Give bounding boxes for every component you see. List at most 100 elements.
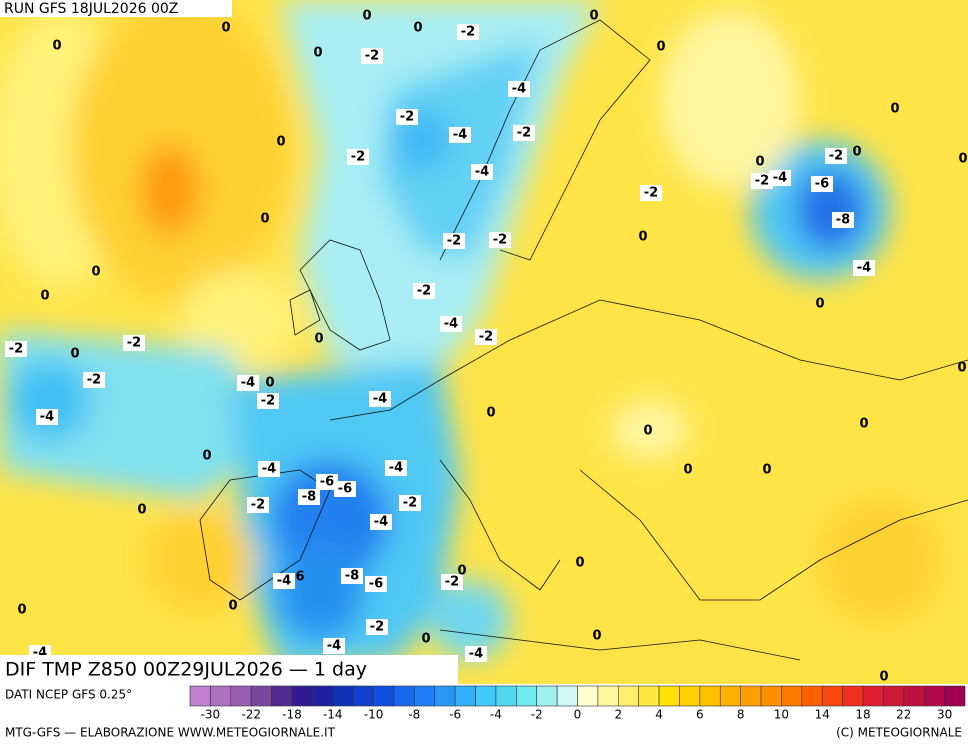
colorbar-swatch: [903, 685, 925, 707]
colorbar-label: 10: [774, 708, 789, 722]
label-box: [825, 148, 847, 164]
label-box: [258, 461, 280, 477]
contour-label: -4: [262, 462, 276, 477]
contour-label: 0: [815, 297, 824, 312]
contour-label: 0: [70, 347, 79, 362]
contour-label: -6: [815, 177, 829, 192]
label-box: [811, 176, 833, 192]
label-box: [640, 185, 662, 201]
colorbar-label: -4: [490, 708, 502, 722]
contour-label: -4: [475, 165, 489, 180]
contour-label: 0: [890, 102, 899, 117]
contour-label: 0: [137, 503, 146, 518]
colorbar-swatch: [475, 685, 497, 707]
contour-label: 0: [276, 135, 285, 150]
label-box: [399, 495, 421, 511]
contour-label: 0: [575, 556, 584, 571]
label-box: [449, 127, 471, 143]
contour-label: -4: [453, 128, 467, 143]
colorbar-swatch: [760, 685, 782, 707]
contour-label: -4: [277, 574, 291, 589]
contour-label: 0: [202, 449, 211, 464]
colorbar-swatch: [577, 685, 599, 707]
contour-label: 0: [592, 629, 601, 644]
contour-label: 0: [683, 463, 692, 478]
contour-label: 0: [656, 40, 665, 55]
colorbar-swatch: [801, 685, 823, 707]
contour-label: -4: [389, 461, 403, 476]
label-box: [370, 514, 392, 530]
label-box: [341, 568, 363, 584]
copyright: (C) METEOGIORNALE: [836, 726, 962, 740]
contour-label: 0: [314, 332, 323, 347]
colorbar-label: 8: [737, 708, 745, 722]
contour-label: -2: [445, 575, 459, 590]
contour-label: -4: [373, 392, 387, 407]
label-box: [457, 24, 479, 40]
colorbar-swatch: [883, 685, 905, 707]
colorbar-label: 22: [896, 708, 911, 722]
contour-label: -2: [403, 496, 417, 511]
label-box: [365, 576, 387, 592]
contour-label: 0: [589, 9, 598, 24]
colorbar-swatch: [271, 685, 293, 707]
contour-label: -2: [400, 110, 414, 125]
contour-label: 0: [228, 599, 237, 614]
colorbar-label: -6: [449, 708, 461, 722]
contour-label: -2: [370, 620, 384, 635]
contour-label: 0: [260, 212, 269, 227]
colorbar-swatch: [373, 685, 395, 707]
contour-label: 0: [457, 564, 466, 579]
contour-label: -2: [87, 373, 101, 388]
label-box: [273, 573, 295, 589]
label-box: [298, 489, 320, 505]
map-title: DIF TMP Z850 00Z29JUL2026 — 1 day: [5, 659, 367, 681]
label-box: [366, 619, 388, 635]
contour-label: 0: [52, 39, 61, 54]
contour-label: 6: [295, 570, 304, 585]
contour-label: 0: [859, 417, 868, 432]
contour-label: -2: [365, 49, 379, 64]
contour-label: 0: [221, 21, 230, 36]
colorbar-label: -22: [241, 708, 261, 722]
colorbar-label: 18: [855, 708, 870, 722]
label-box: [413, 283, 435, 299]
colorbar-label: -18: [282, 708, 302, 722]
colorbar-swatch: [393, 685, 415, 707]
contour-label: -4: [512, 82, 526, 97]
label-box: [361, 48, 383, 64]
colorbar: -30 -22 -18 -14 -10 -8 -6 -4 -2 0 2 4 6 8 10 14 18 22 30: [189, 685, 966, 722]
colorbar-swatch: [923, 685, 945, 707]
contour-label: -2: [417, 284, 431, 299]
colorbar-label: 2: [614, 708, 622, 722]
contour-label: -2: [479, 330, 493, 345]
colorbar-swatch: [495, 685, 517, 707]
credit: MTG-GFS — ELABORAZIONE WWW.METEOGIORNALE…: [5, 726, 336, 740]
colorbar-label: 30: [937, 708, 952, 722]
label-box: [5, 341, 27, 357]
colorbar-swatch: [617, 685, 639, 707]
label-box: [316, 474, 338, 490]
contour-label: -2: [351, 150, 365, 165]
label-box: [334, 481, 356, 497]
label-box: [36, 409, 58, 425]
colorbar-swatch: [332, 685, 354, 707]
label-box: [440, 316, 462, 332]
contour-label: -6: [320, 475, 334, 490]
label-box: [247, 497, 269, 513]
contour-label: 0: [421, 632, 430, 647]
colorbar-swatch: [658, 685, 680, 707]
colorbar-swatch: [454, 685, 476, 707]
label-box: [369, 391, 391, 407]
label-box: [237, 375, 259, 391]
colorbar-swatch: [536, 685, 558, 707]
contour-label: -4: [374, 515, 388, 530]
map-background: [0, 0, 968, 684]
contour-label: -2: [755, 174, 769, 189]
contour-label: -6: [338, 482, 352, 497]
label-box: [347, 149, 369, 165]
contour-label: -4: [40, 410, 54, 425]
